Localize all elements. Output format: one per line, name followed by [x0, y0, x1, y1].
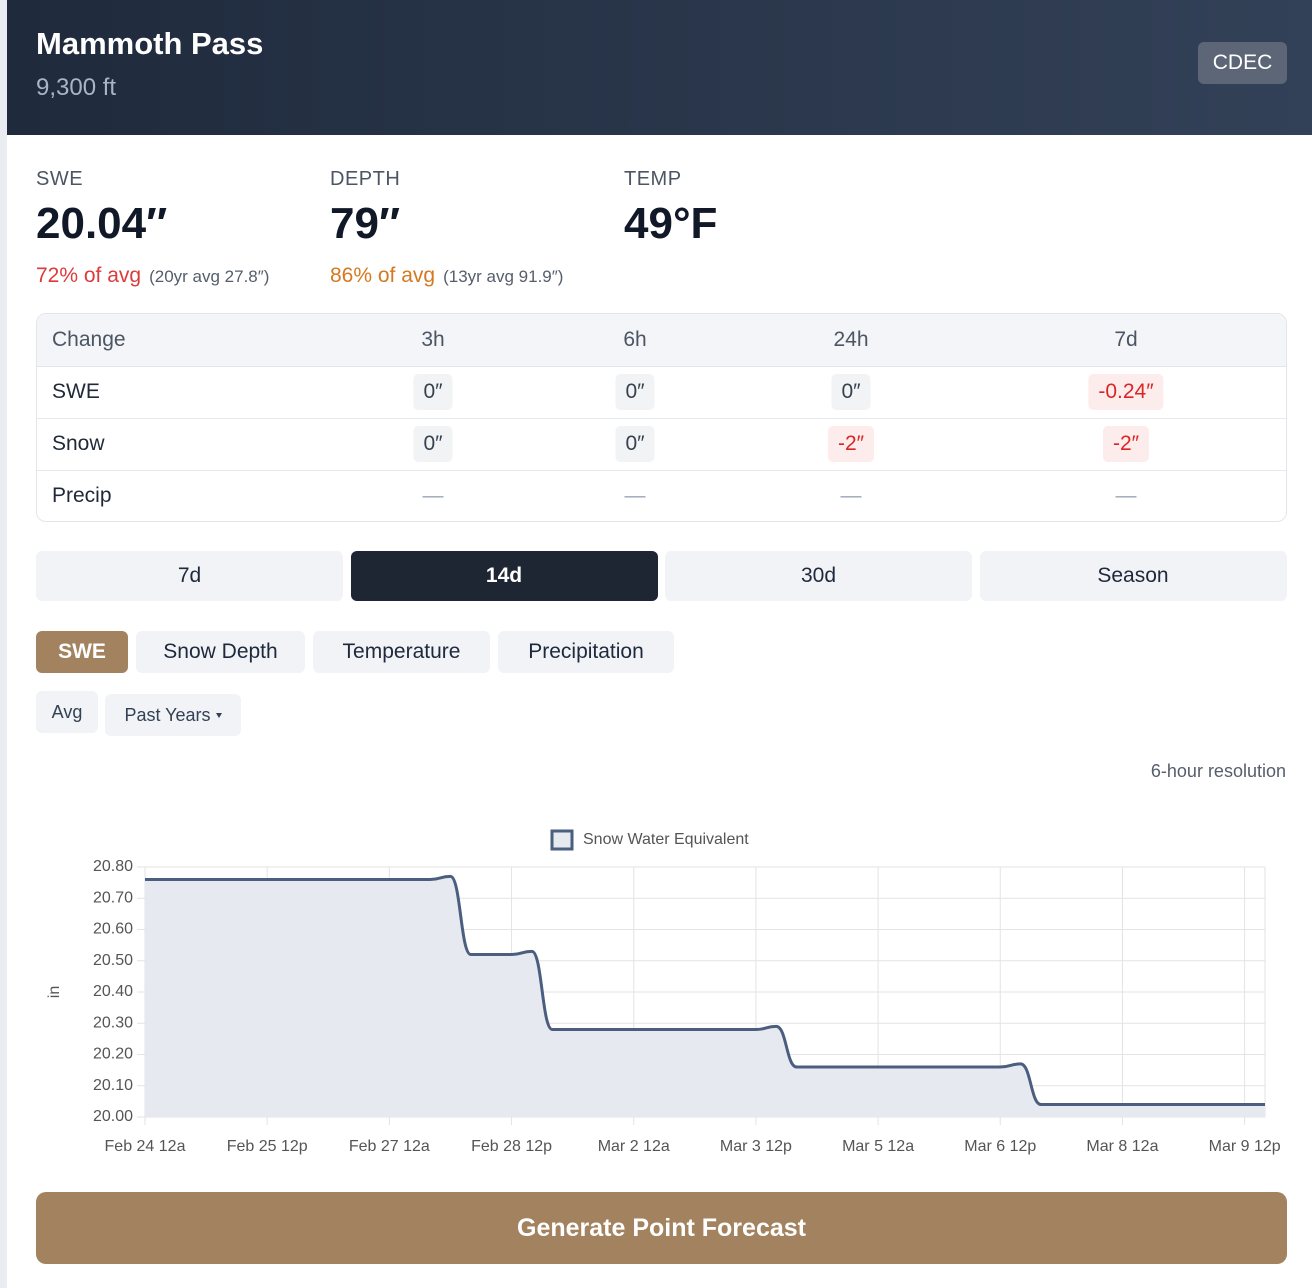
option-label: Avg — [51, 701, 83, 722]
y-tick-label: 20.00 — [93, 1108, 133, 1125]
change-value: 0″ — [831, 374, 871, 410]
header: Mammoth Pass 9,300 ft CDEC — [7, 0, 1312, 135]
y-tick-label: 20.80 — [93, 858, 133, 875]
table-header-bg — [37, 314, 1286, 367]
station-title: Mammoth Pass — [36, 26, 264, 61]
x-tick-label: Mar 6 12p — [964, 1138, 1036, 1155]
chart: 20.00 20.10 20.20 20.30 20.40 20.50 20.60 20.70… — [46, 829, 1281, 1155]
y-tick-label: 20.50 — [93, 952, 133, 969]
legend-label: Snow Water Equivalent — [583, 831, 749, 848]
option-button[interactable]: Past Years — [105, 694, 241, 736]
stat-value: 49°F — [624, 199, 718, 248]
station-card: Mammoth Pass 9,300 ft CDEC SWE 20.04″ 72% … — [7, 0, 1312, 1288]
change-value: — — [624, 484, 646, 507]
x-tick-label: Feb 25 12p — [227, 1138, 308, 1155]
metric-tab[interactable]: Temperature — [313, 631, 490, 673]
change-value: 0″ — [413, 426, 453, 462]
row-label: Precip — [52, 484, 112, 507]
x-tick-label: Feb 24 12a — [105, 1138, 186, 1155]
row-divider — [37, 418, 1286, 419]
stat-average: 86% of avg (13yr avg 91.9″) — [330, 264, 563, 288]
stat-value: 79″ — [330, 199, 401, 248]
stat-percent: 86% of avg — [330, 264, 436, 287]
stat-value: 20.04″ — [36, 199, 168, 248]
change-value: — — [840, 484, 862, 507]
y-axis-label: in — [46, 986, 63, 998]
change-value: 0″ — [615, 374, 655, 410]
stat-avg-text: (20yr avg 27.8″) — [149, 267, 270, 286]
elevation: 9,300 ft — [36, 74, 117, 101]
y-tick-label: 20.70 — [93, 889, 133, 906]
change-value: -0.24″ — [1088, 374, 1164, 410]
table-header: 6h — [623, 328, 647, 351]
x-tick-label: Mar 2 12a — [598, 1138, 670, 1155]
y-tick-label: 20.60 — [93, 921, 133, 938]
legend-swatch — [550, 829, 574, 851]
stat-percent: 72% of avg — [36, 264, 142, 287]
row-label: SWE — [52, 380, 100, 403]
row-divider — [37, 470, 1286, 471]
metric-tab[interactable]: Snow Depth — [136, 631, 305, 673]
change-table: Change 3h 6h 24h 7d SWE 0″ 0″ 0″ -0.24″ Snow 0″ 0″ -2… — [36, 313, 1287, 522]
change-value: -2″ — [1102, 426, 1150, 462]
y-tick-label: 20.20 — [93, 1046, 133, 1063]
table-header: 3h — [421, 328, 445, 351]
x-tick-label: Feb 28 12p — [471, 1138, 552, 1155]
table-header: 7d — [1114, 328, 1138, 351]
line — [145, 874, 1265, 1106]
option-label: Past Years — [124, 704, 211, 725]
stat-average: 72% of avg (20yr avg 27.8″) — [36, 264, 269, 288]
row-label: Snow — [52, 432, 105, 455]
y-tick-label: 20.40 — [93, 983, 133, 1000]
option-button[interactable]: Avg — [36, 691, 98, 733]
y-tick-label: 20.10 — [93, 1077, 133, 1094]
x-tick-label: Mar 3 12p — [720, 1138, 792, 1155]
stat-avg-text: (13yr avg 91.9″) — [443, 267, 564, 286]
range-tab[interactable]: 14d — [350, 551, 658, 601]
source-badge: CDEC — [1198, 42, 1287, 84]
stat-label: TEMP — [624, 168, 682, 190]
x-tick-label: Mar 8 12a — [1086, 1138, 1158, 1155]
range-tab[interactable]: 7d — [36, 551, 343, 601]
change-value: — — [1115, 484, 1137, 507]
range-tab[interactable]: Season — [979, 551, 1287, 601]
stat-label: SWE — [36, 168, 84, 190]
x-tick-label: Feb 27 12a — [349, 1138, 430, 1155]
resolution-note: 6-hour resolution — [1150, 761, 1286, 781]
range-tab[interactable]: 30d — [665, 551, 972, 601]
change-value: 0″ — [615, 426, 655, 462]
metric-tab[interactable]: Precipitation — [498, 631, 674, 673]
x-tick-label: Mar 9 12p — [1209, 1138, 1281, 1155]
change-value: -2″ — [827, 426, 875, 462]
stat-label: DEPTH — [330, 168, 401, 190]
dropdown-arrow — [215, 712, 222, 718]
area — [145, 876, 1265, 1117]
table-header: Change — [52, 328, 126, 351]
change-value: 0″ — [413, 374, 453, 410]
forecast-button[interactable]: Generate Point Forecast — [36, 1192, 1287, 1264]
change-value: — — [422, 484, 444, 507]
x-tick-label: Mar 5 12a — [842, 1138, 914, 1155]
metric-tab[interactable]: SWE — [36, 631, 128, 673]
table-header: 24h — [833, 328, 869, 351]
y-tick-label: 20.30 — [93, 1014, 133, 1031]
